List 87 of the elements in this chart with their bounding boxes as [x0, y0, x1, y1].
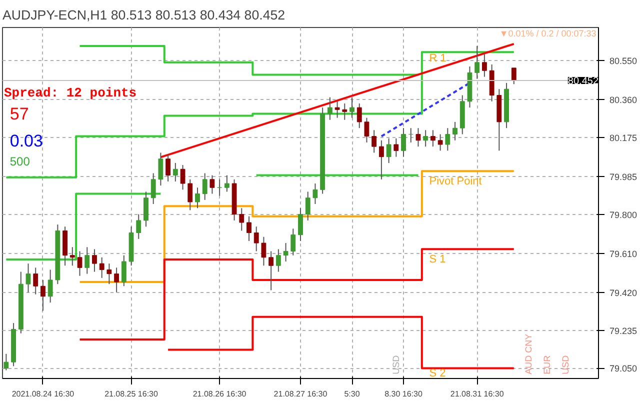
candlestick: [144, 191, 148, 228]
ref-line-label: 80.452: [568, 76, 599, 87]
y-tick-label: 79.610: [610, 248, 638, 259]
y-tick-label: 80.550: [610, 56, 638, 66]
candlestick: [195, 187, 200, 209]
annotation: Pivot Point: [429, 175, 482, 188]
text: AUD CNY: [524, 334, 534, 374]
annotation: ▼0.01% / 0.2 / 00:07:33: [499, 28, 596, 39]
annotation: 0.03: [10, 131, 43, 150]
candlestick: [445, 128, 450, 152]
candlestick: [438, 134, 443, 152]
candlestick: [401, 128, 406, 158]
candlestick: [482, 54, 487, 78]
candlestick: [121, 254, 126, 287]
candlestick: [224, 174, 230, 192]
candlestick: [268, 250, 274, 291]
candlestick: [92, 248, 97, 272]
y-tick-label: 80.175: [610, 132, 638, 143]
candlestick: [202, 172, 208, 200]
candlestick: [283, 242, 288, 262]
candlestick: [416, 128, 421, 148]
candlestick: [172, 162, 178, 182]
candlestick: [452, 121, 458, 141]
candlestick: [136, 214, 142, 240]
candlestick: [106, 263, 112, 285]
candlestick: [364, 117, 370, 143]
candlestick: [290, 228, 296, 256]
x-tick-label: 2021.08.24 16:30: [12, 390, 75, 398]
y-tick-label: 79.050: [610, 364, 638, 374]
candlestick: [298, 208, 303, 242]
candlestick: [511, 67, 516, 85]
chart-title: AUDJPY-ECN,H1 80.513 80.513 80.434 80.452: [2, 8, 286, 22]
x-tick-label: 21.08.26 16:30: [192, 390, 247, 398]
candlestick: [356, 102, 362, 129]
candlestick: [239, 208, 244, 232]
annotation: Spread: 12 points: [4, 86, 137, 101]
candlestick: [180, 164, 186, 190]
candlestick: [430, 130, 436, 148]
candlestick: [386, 138, 392, 164]
candlestick: [150, 172, 156, 205]
candlestick: [254, 226, 259, 252]
annotation: 57: [10, 104, 29, 124]
candlestick: [26, 263, 31, 293]
candlestick: [40, 279, 46, 312]
candlestick: [423, 130, 428, 148]
candlestick: [210, 174, 215, 194]
x-tick-label: 8.30 16:30: [384, 390, 423, 398]
candlestick: [48, 269, 53, 304]
y-tick-label: 79.800: [610, 210, 638, 220]
candlestick: [77, 250, 82, 276]
candlestick: [276, 248, 281, 272]
candlestick: [350, 96, 354, 118]
candlestick: [261, 236, 266, 266]
candlestick: [474, 45, 480, 80]
x-tick-label: 21.08.31 16:30: [450, 390, 504, 398]
candlestick: [334, 100, 340, 118]
x-tick-label: 21.08.27 16:30: [274, 390, 328, 398]
candlestick: [114, 267, 120, 293]
annotation: R 1: [429, 52, 446, 64]
y-tick-label: 79.235: [610, 326, 638, 336]
candlestick: [305, 191, 310, 221]
x-tick-label: 5:30: [344, 390, 360, 398]
y-tick-label: 79.420: [610, 288, 638, 298]
candlestick: [312, 183, 318, 205]
text: USD: [560, 354, 570, 374]
candlestick: [99, 256, 104, 278]
candlestick: [246, 216, 252, 242]
annotation: 500: [10, 154, 30, 168]
y-tick-label: 79.985: [610, 172, 638, 182]
candlestick: [70, 246, 75, 266]
annotation: USD: [391, 354, 402, 374]
annotation: S 2: [429, 367, 446, 380]
candlestick: [158, 152, 164, 186]
annotation: S 1: [429, 253, 446, 266]
candlestick: [327, 96, 332, 120]
candlestick: [372, 130, 377, 154]
candlestick: [342, 102, 348, 120]
y-tick-label: 80.360: [610, 94, 638, 105]
candlestick: [188, 178, 193, 211]
text: EUR: [542, 354, 552, 374]
x-tick-label: 21.08.25 16:30: [104, 390, 159, 398]
candlestick: [378, 140, 384, 180]
candlestick: [4, 353, 9, 371]
candlestick: [166, 154, 171, 182]
candlestick: [84, 246, 90, 274]
candlestick: [394, 138, 399, 158]
candlestick: [33, 267, 38, 295]
